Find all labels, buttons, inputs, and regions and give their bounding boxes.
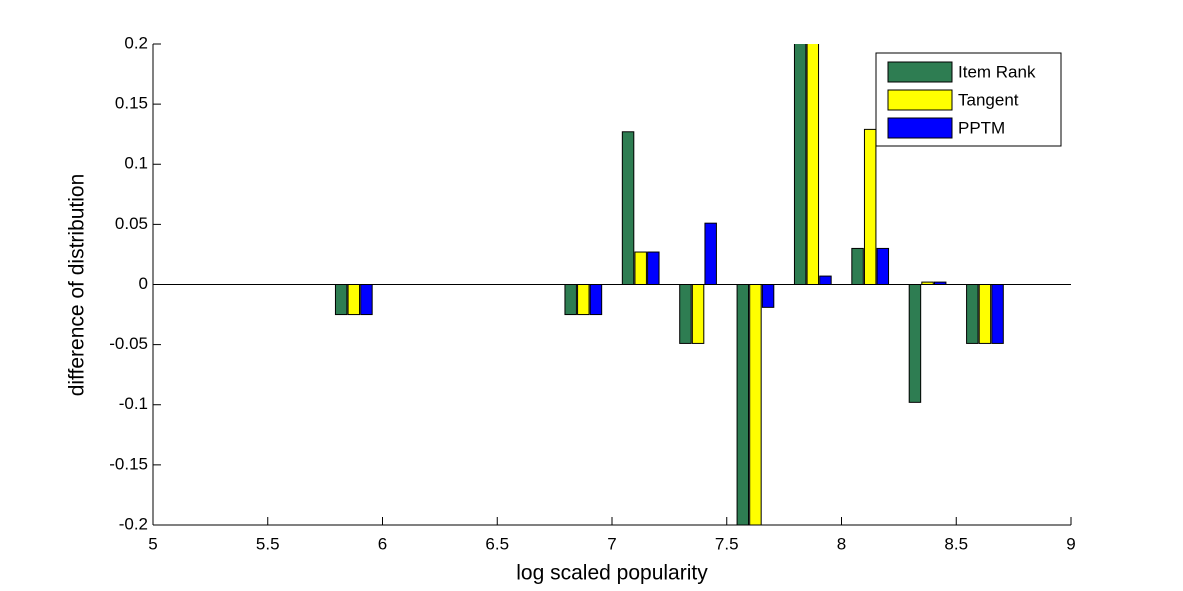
legend-label: PPTM <box>958 118 1005 137</box>
y-tick-label: -0.2 <box>119 514 148 533</box>
plot-area <box>334 44 1004 525</box>
x-tick-label: 8.5 <box>944 534 968 553</box>
x-tick-label: 9 <box>1066 534 1075 553</box>
bar <box>966 284 979 344</box>
x-tick-label: 7.5 <box>715 534 739 553</box>
bar <box>991 284 1004 344</box>
bar <box>577 284 590 316</box>
bar <box>334 284 348 316</box>
legend-swatch <box>887 117 953 139</box>
bar <box>863 128 877 285</box>
x-tick-label: 6.5 <box>485 534 509 553</box>
bar <box>679 284 692 344</box>
bar <box>749 284 762 525</box>
y-tick-label: -0.1 <box>119 394 148 413</box>
x-axis-label: log scaled popularity <box>516 562 708 585</box>
y-tick-label: -0.05 <box>109 334 148 353</box>
bar <box>876 247 890 286</box>
bar <box>691 284 705 344</box>
bar <box>819 275 832 285</box>
bar <box>908 284 922 403</box>
bar <box>806 44 820 285</box>
bar <box>736 284 750 525</box>
legend-label: Item Rank <box>958 62 1036 81</box>
bar <box>851 247 864 286</box>
x-tick-label: 8 <box>837 534 846 553</box>
y-tick-label: 0.15 <box>115 94 148 113</box>
bar <box>647 251 660 285</box>
bar <box>621 131 635 285</box>
bar <box>360 284 373 316</box>
legend-swatch <box>887 89 953 111</box>
y-tick-label: -0.15 <box>109 454 148 473</box>
legend-swatch <box>887 61 953 83</box>
y-tick-label: 0 <box>139 274 148 293</box>
y-tick-label: 0.2 <box>124 33 148 52</box>
bar <box>793 44 807 285</box>
x-tick-label: 7 <box>607 534 616 553</box>
y-tick-label: 0.05 <box>115 214 148 233</box>
y-tick-label: 0.1 <box>124 154 148 173</box>
bar <box>347 284 361 316</box>
x-tick-label: 5 <box>148 534 157 553</box>
x-tick-label: 6 <box>378 534 387 553</box>
bar <box>704 222 717 285</box>
x-tick-label: 5.5 <box>256 534 280 553</box>
bar <box>761 284 775 308</box>
bar <box>564 284 577 316</box>
y-axis-label: difference of distribution <box>66 174 89 397</box>
bar <box>978 284 992 344</box>
bar <box>589 284 603 316</box>
legend-label: Tangent <box>958 90 1019 109</box>
bar <box>634 251 647 285</box>
